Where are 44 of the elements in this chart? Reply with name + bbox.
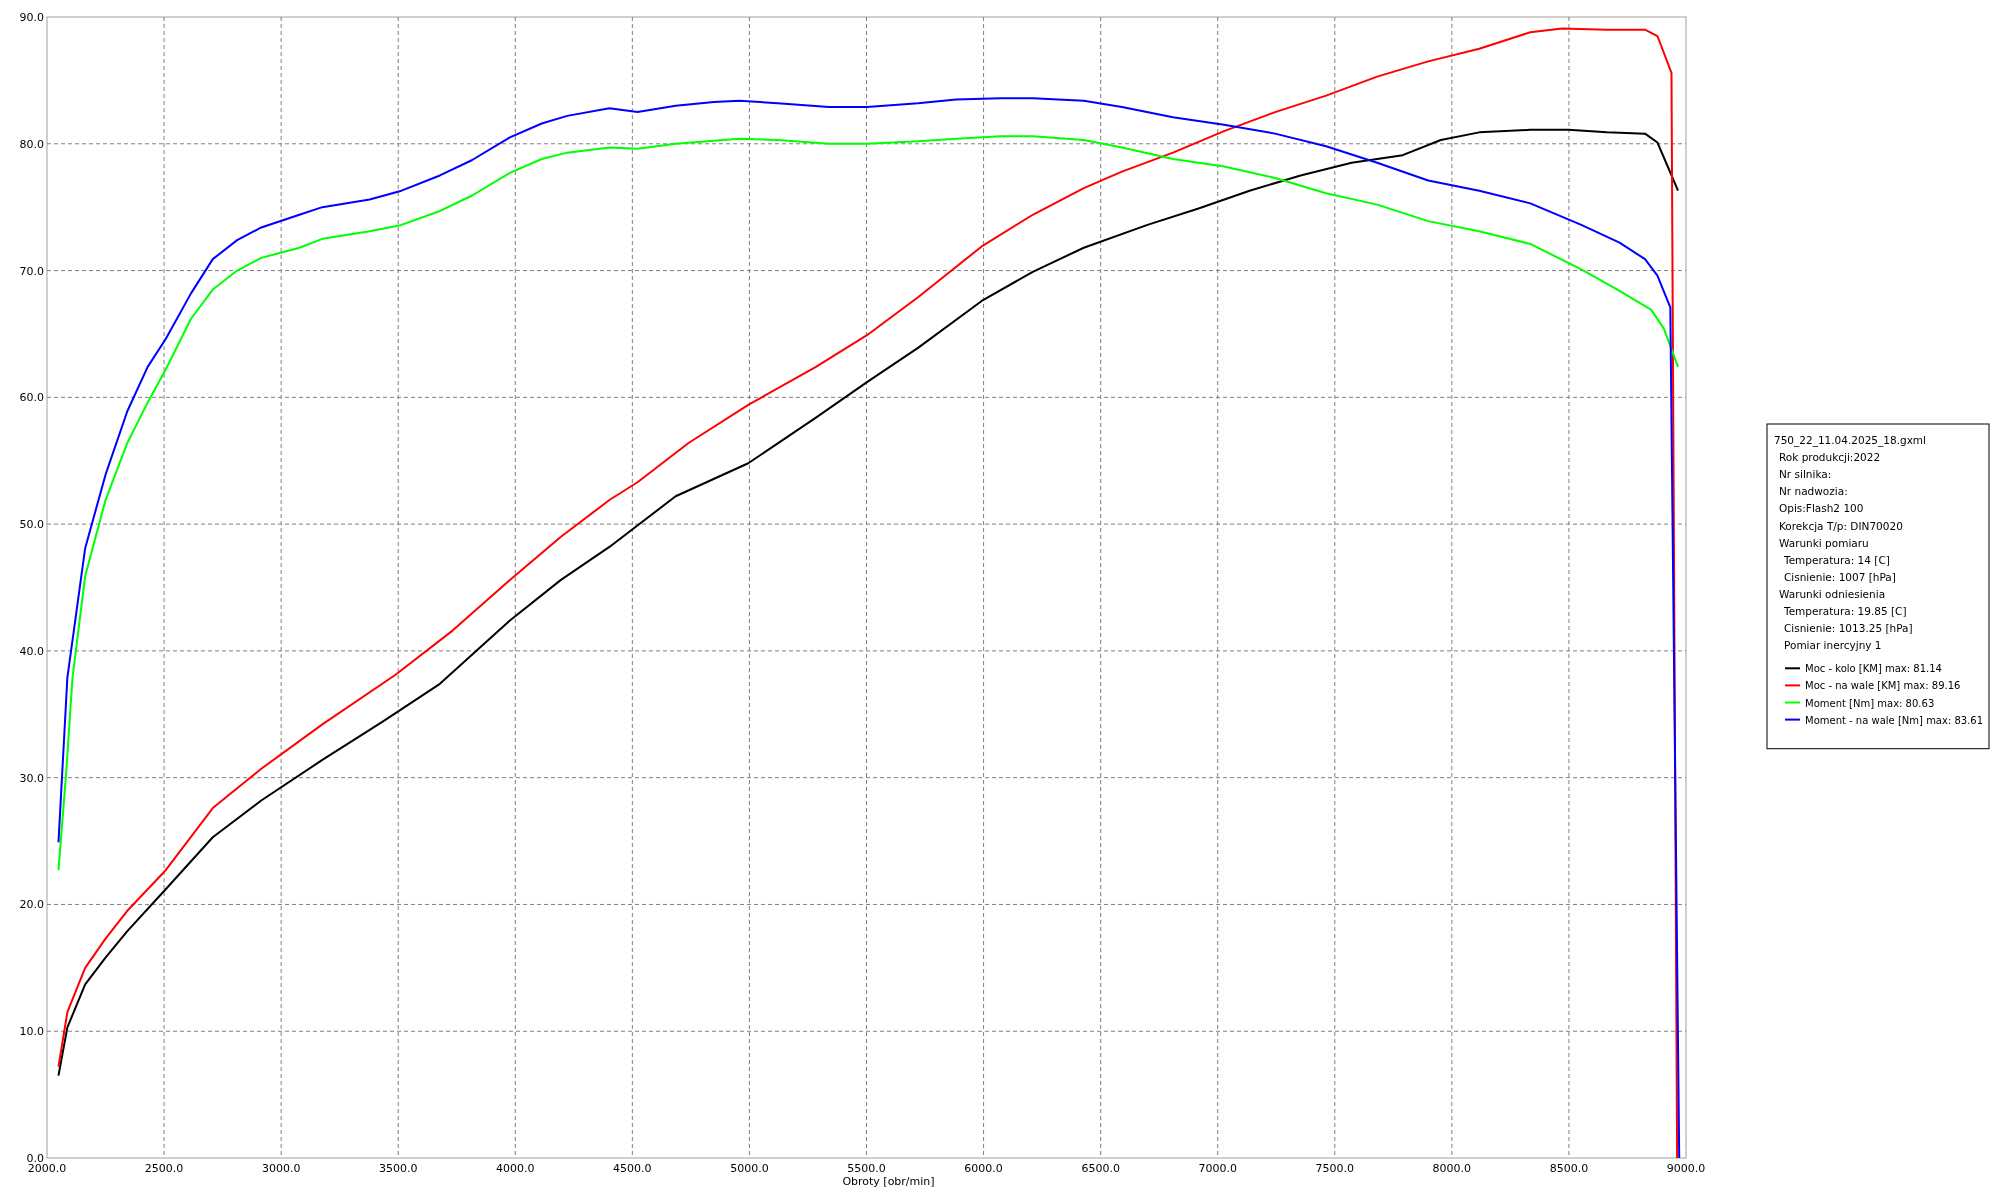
legend-label: Moc - kolo [KM] max: 81.14 — [1805, 663, 1942, 675]
y-tick-label: 80.0 — [19, 137, 44, 151]
text: Cisnienie: 1013.25 [hPa] — [1784, 622, 1913, 635]
x-tick-label: 3000.0 — [261, 1162, 301, 1175]
text: Pomiar inercyjny 1 — [1784, 639, 1882, 652]
text: Nr silnika: — [1779, 468, 1832, 481]
x-tick-label: 8000.0 — [1432, 1162, 1472, 1175]
text: Warunki odniesienia — [1779, 587, 1886, 600]
legend-label: Moment - na wale [Nm] max: 83.61 — [1805, 714, 1984, 726]
x-tick-label: 2000.0 — [27, 1162, 67, 1175]
text: Cisnienie: 1007 [hPa] — [1784, 570, 1896, 583]
x-tick-label: 5000.0 — [730, 1162, 769, 1175]
text: Rok produkcji:2022 — [1779, 451, 1881, 464]
x-tick-label: 3500.0 — [378, 1162, 418, 1175]
x-tick-label: 6500.0 — [1081, 1162, 1120, 1175]
text: Korekcja T/p: DIN70020 — [1779, 519, 1903, 532]
x-tick-label: 2500.0 — [144, 1162, 184, 1175]
y-tick-label: 30.0 — [19, 771, 44, 785]
y-tick-label: 0.0 — [26, 1152, 44, 1165]
legend-label: Moc - na wale [KM] max: 89.16 — [1805, 680, 1961, 692]
text: Warunki pomiaru — [1779, 536, 1869, 549]
y-tick-label: 40.0 — [19, 644, 44, 658]
y-tick-label: 90.0 — [19, 11, 44, 24]
y-tick-label: 10.0 — [19, 1025, 44, 1039]
x-axis-title: Obroty [obr/min] — [842, 1175, 935, 1188]
text: Temperatura: 14 [C] — [1783, 553, 1890, 566]
text: 750_22_11.04.2025_18.gxml — [1774, 434, 1926, 447]
x-tick-label: 8500.0 — [1549, 1162, 1589, 1175]
x-tick-label: 4500.0 — [613, 1162, 652, 1175]
text: Nr nadwozia: — [1779, 485, 1848, 498]
x-tick-label: 7500.0 — [1315, 1162, 1355, 1175]
text: Temperatura: 19.85 [C] — [1783, 605, 1907, 617]
y-tick-label: 50.0 — [19, 518, 44, 532]
x-tick-label: 9000.0 — [1666, 1162, 1706, 1175]
y-tick-label: 20.0 — [19, 898, 44, 912]
x-tick-label: 5500.0 — [847, 1162, 886, 1175]
y-tick-label: 70.0 — [19, 264, 44, 278]
y-tick-label: 60.0 — [19, 391, 44, 405]
x-tick-label: 7000.0 — [1198, 1162, 1237, 1175]
text: Opis:Flash2 100 — [1779, 502, 1864, 515]
x-tick-label: 4000.0 — [496, 1162, 535, 1175]
legend-label: Moment [Nm] max: 80.63 — [1805, 697, 1935, 709]
x-tick-label: 6000.0 — [964, 1162, 1003, 1175]
line-series — [57, 135, 1680, 872]
